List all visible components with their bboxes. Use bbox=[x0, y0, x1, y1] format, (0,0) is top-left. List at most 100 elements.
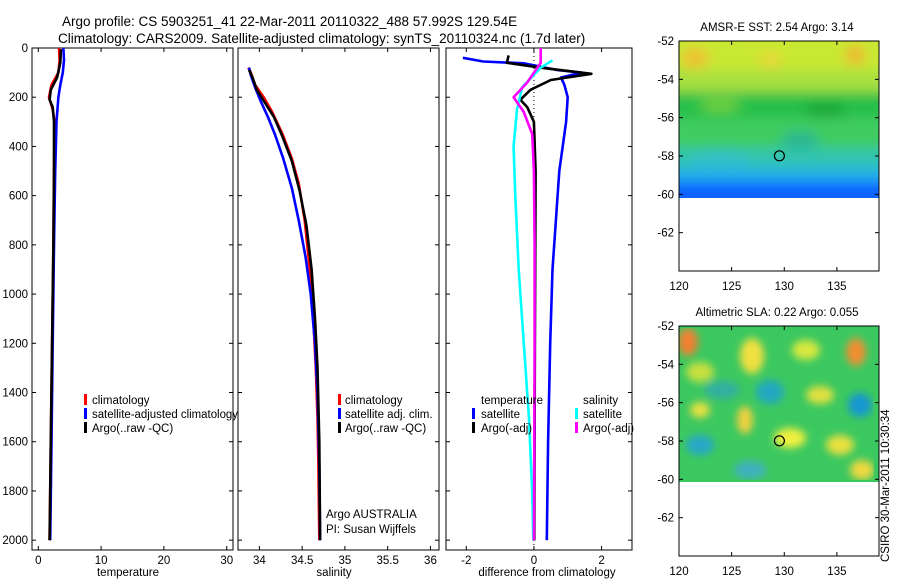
map-y-tick-label: -54 bbox=[657, 74, 674, 86]
map-y-tick-label: -58 bbox=[657, 436, 674, 448]
legend-swatch-argo bbox=[84, 422, 87, 433]
salinity-xlabel: salinity bbox=[316, 567, 351, 579]
x-tick-label: 36 bbox=[424, 555, 437, 567]
x-tick-label: -2 bbox=[461, 555, 471, 567]
figure-title-line1: Argo profile: CS 5903251_41 22-Mar-2011 … bbox=[62, 14, 517, 29]
difference-legend: temperature satellite Argo(-adj) salinit… bbox=[472, 395, 634, 435]
legend-label-sal-argo: Argo(-adj) bbox=[583, 423, 634, 435]
map-y-tick-label: -56 bbox=[657, 398, 674, 410]
legend-label-argo: Argo(..raw -QC) bbox=[92, 423, 173, 435]
series-line-salinity-argo-adj- bbox=[512, 48, 543, 541]
x-tick-label: 0 bbox=[35, 555, 41, 567]
sst-map-panel: AMSR-E SST: 2.54 Argo: 3.14 bbox=[657, 22, 880, 293]
sst-heatmap bbox=[679, 41, 879, 198]
temperature-y-axis: 0 200 400 600 800 1000 1200 1400 1600 1800 2000 bbox=[2, 43, 233, 547]
legend-label-climatology: climatology bbox=[92, 395, 150, 407]
figure-title-line2: Climatology: CARS2009. Satellite-adjuste… bbox=[58, 31, 585, 46]
y-tick-label: 200 bbox=[9, 92, 28, 104]
legend-swatch-satellite bbox=[338, 408, 341, 419]
sst-map-title: AMSR-E SST: 2.54 Argo: 3.14 bbox=[700, 22, 854, 34]
y-tick-label: 0 bbox=[22, 43, 28, 55]
y-tick-label: 1200 bbox=[2, 338, 28, 350]
sla-map-title: Altimetric SLA: 0.22 Argo: 0.055 bbox=[695, 307, 858, 319]
map-x-tick-label: 130 bbox=[775, 566, 794, 578]
x-tick-label: 34.5 bbox=[291, 555, 313, 567]
sla-argo-location-marker bbox=[773, 435, 786, 447]
map-x-tick-label: 125 bbox=[722, 566, 741, 578]
legend-swatch-sal-argo bbox=[575, 422, 578, 433]
y-tick-label: 2000 bbox=[2, 535, 28, 547]
legend-label-temp-argo: Argo(-adj) bbox=[481, 423, 532, 435]
series-line-temperature-satellite bbox=[462, 56, 583, 541]
legend-heading-salinity: salinity bbox=[583, 395, 618, 407]
salinity-panel: 34 34.5 35 35.5 36 salinity climatology sate… bbox=[237, 47, 440, 579]
legend-label-climatology: climatology bbox=[345, 395, 403, 407]
difference-panel: -2 0 2 difference from climatology tempera… bbox=[445, 47, 634, 579]
sst-map-axes: -52 -54 -56 -58 -60 -62 120 125 130 135 bbox=[657, 36, 879, 293]
x-tick-label: 30 bbox=[220, 555, 233, 567]
legend-label-sal-satellite: satellite bbox=[583, 409, 622, 421]
legend-swatch-temp-argo bbox=[472, 422, 475, 433]
x-tick-label: 10 bbox=[95, 555, 108, 567]
temperature-panel: 0 200 400 600 800 1000 1200 1400 1600 1800 2000 0 1… bbox=[2, 43, 238, 579]
x-tick-label: 0 bbox=[531, 555, 537, 567]
sla-heatmap bbox=[679, 326, 879, 482]
temperature-xlabel: temperature bbox=[97, 567, 159, 579]
x-tick-label: 34 bbox=[253, 555, 266, 567]
legend-swatch-temp-satellite bbox=[472, 408, 475, 419]
map-y-tick-label: -52 bbox=[657, 321, 674, 333]
temperature-axes-frame bbox=[31, 47, 234, 551]
y-tick-label: 1600 bbox=[2, 437, 28, 449]
legend-swatch-climatology bbox=[338, 394, 341, 405]
difference-series bbox=[462, 48, 593, 541]
x-tick-label: 35 bbox=[339, 555, 352, 567]
legend-label-satellite: satellite-adjusted climatology bbox=[92, 409, 238, 421]
map-y-tick-label: -62 bbox=[657, 228, 674, 240]
sst-argo-location-marker bbox=[773, 150, 786, 162]
map-x-tick-label: 130 bbox=[775, 281, 794, 293]
salinity-legend: climatology satellite adj. clim. Argo(..… bbox=[338, 394, 433, 435]
map-y-tick-label: -56 bbox=[657, 113, 674, 125]
map-x-tick-label: 120 bbox=[669, 281, 688, 293]
annotation-argo-australia: Argo AUSTRALIA bbox=[326, 509, 417, 521]
map-y-tick-label: -60 bbox=[657, 189, 674, 201]
map-y-tick-label: -52 bbox=[657, 36, 674, 48]
y-tick-label: 600 bbox=[9, 191, 28, 203]
y-tick-label: 1000 bbox=[2, 289, 28, 301]
map-x-tick-label: 120 bbox=[669, 566, 688, 578]
x-tick-label: 35.5 bbox=[376, 555, 398, 567]
map-y-tick-label: -62 bbox=[657, 513, 674, 525]
y-tick-label: 400 bbox=[9, 141, 28, 153]
x-tick-label: 20 bbox=[158, 555, 171, 567]
legend-label-satellite: satellite adj. clim. bbox=[345, 409, 433, 421]
x-tick-label: 2 bbox=[598, 555, 604, 567]
salinity-series bbox=[247, 67, 322, 541]
legend-label-argo: Argo(..raw -QC) bbox=[345, 423, 426, 435]
difference-axes-frame bbox=[445, 47, 633, 551]
temperature-legend: climatology satellite-adjusted climatolo… bbox=[84, 394, 238, 435]
csiro-timestamp-label: CSIRO 30-Mar-2011 10:30:34 bbox=[880, 409, 892, 562]
map-y-tick-label: -60 bbox=[657, 474, 674, 486]
annotation-pi-name: PI: Susan Wijffels bbox=[326, 524, 416, 536]
y-tick-label: 1800 bbox=[2, 486, 28, 498]
difference-x-axis: -2 0 2 bbox=[461, 48, 605, 567]
sla-map-axes: -52 -54 -56 -58 -60 -62 120 125 130 135 bbox=[657, 321, 879, 578]
map-y-tick-label: -54 bbox=[657, 359, 674, 371]
map-x-tick-label: 125 bbox=[722, 281, 741, 293]
series-line-argo-raw-qc- bbox=[48, 49, 63, 541]
salinity-x-axis: 34 34.5 35 35.5 36 bbox=[253, 48, 437, 567]
legend-swatch-sal-satellite bbox=[575, 408, 578, 419]
salinity-y-axis bbox=[238, 47, 439, 541]
legend-swatch-argo bbox=[338, 422, 341, 433]
temperature-series bbox=[47, 48, 66, 541]
legend-swatch-satellite bbox=[84, 408, 87, 419]
map-y-tick-label: -58 bbox=[657, 151, 674, 163]
difference-y-axis bbox=[446, 47, 632, 541]
series-line-argo-raw-qc- bbox=[247, 69, 322, 541]
difference-xlabel: difference from climatology bbox=[478, 567, 615, 579]
legend-heading-temperature: temperature bbox=[481, 395, 543, 407]
y-tick-label: 800 bbox=[9, 240, 28, 252]
sla-map-panel: Altimetric SLA: 0.22 Argo: 0.055 bbox=[657, 307, 880, 578]
legend-swatch-climatology bbox=[84, 394, 87, 405]
